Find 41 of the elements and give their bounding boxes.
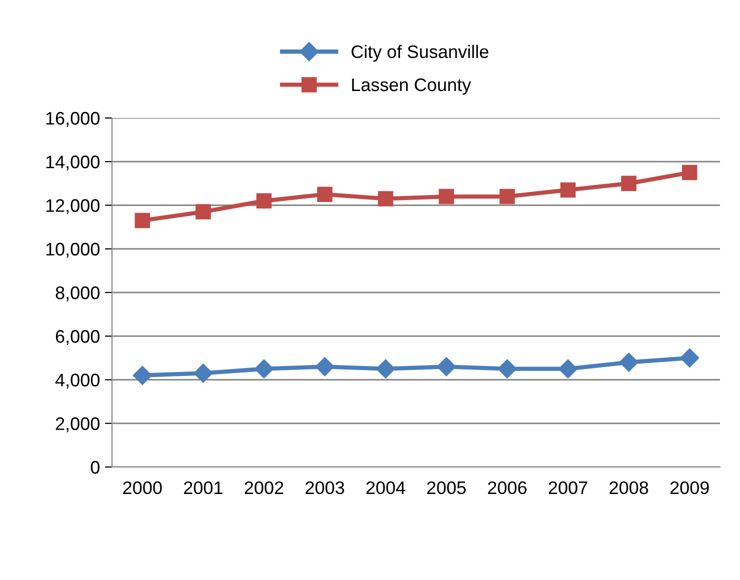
point <box>621 176 636 192</box>
point <box>558 359 578 378</box>
y-tick-label: 6,000 <box>56 330 100 345</box>
point <box>256 193 272 209</box>
y-tick-label: 14,000 <box>46 156 100 170</box>
x-tick-label: 2005 <box>427 481 466 494</box>
point <box>680 348 700 368</box>
point <box>378 191 394 206</box>
point <box>436 357 456 376</box>
legend-label: City of Susanville <box>352 44 488 62</box>
point <box>134 212 150 228</box>
y-tick-label: 4,000 <box>55 374 100 389</box>
x-tick-label: 2009 <box>670 481 709 494</box>
y-tick-label: 10,000 <box>46 242 100 258</box>
y-tick-label: 12,000 <box>46 199 100 214</box>
point <box>682 164 698 180</box>
point <box>376 359 396 378</box>
point <box>315 357 334 376</box>
x-tick-label: 2003 <box>306 481 344 494</box>
point <box>498 359 517 378</box>
point <box>194 364 213 383</box>
legend-label: Lassen County <box>352 78 472 95</box>
y-tick-label: 0 <box>90 460 100 474</box>
point <box>438 188 454 204</box>
point <box>254 359 274 378</box>
x-tick-label: 2007 <box>548 481 588 494</box>
point <box>560 182 576 198</box>
x-tick-label: 2001 <box>184 481 222 494</box>
point <box>619 352 638 372</box>
y-tick-label: 16,000 <box>46 112 100 127</box>
x-tick-label: 2000 <box>123 481 162 494</box>
point <box>132 366 152 385</box>
y-tick-label: 2,000 <box>56 417 100 432</box>
y-tick-label: 8,000 <box>56 286 100 302</box>
point <box>500 188 515 204</box>
x-tick-label: 2004 <box>366 481 406 494</box>
point <box>317 186 332 202</box>
x-tick-label: 2008 <box>610 481 648 494</box>
x-tick-label: 2006 <box>488 481 526 494</box>
point <box>196 204 211 220</box>
x-tick-label: 2002 <box>244 481 284 494</box>
